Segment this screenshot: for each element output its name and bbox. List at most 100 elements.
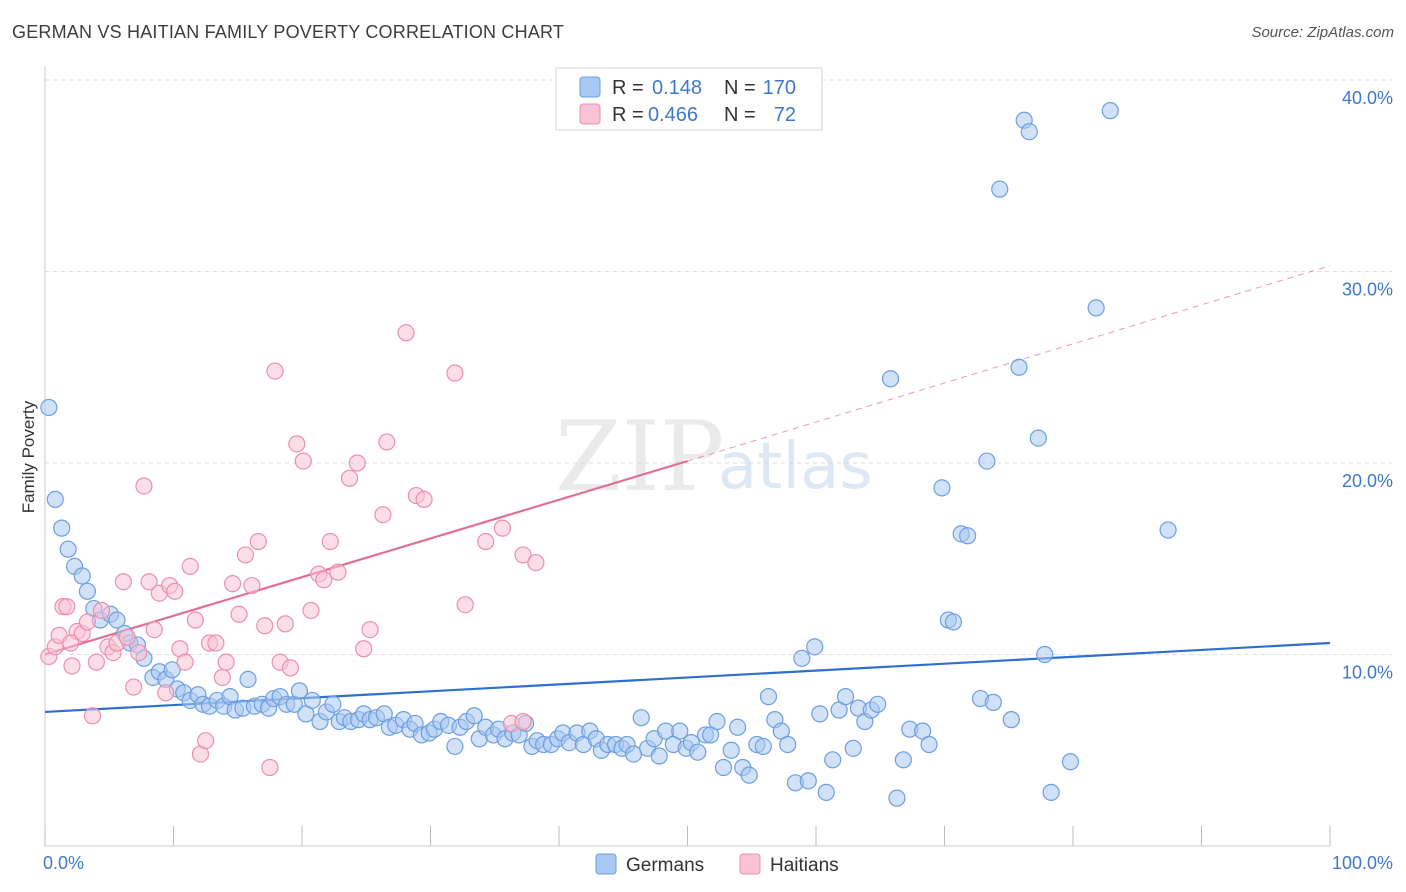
german-point-130 — [888, 789, 906, 807]
german-point-30 — [239, 670, 257, 688]
haitian-point-70 — [514, 712, 532, 731]
german-point-123 — [836, 688, 855, 706]
german-point-91 — [632, 709, 650, 727]
watermark-zip: ZIP — [555, 401, 724, 513]
german-point-18 — [163, 661, 181, 679]
german-point-121 — [824, 751, 842, 769]
german-point-3 — [59, 540, 77, 558]
legend-r-label-germans: R = — [612, 77, 644, 99]
bottom-legend-swatch-haitians — [739, 853, 761, 875]
haitian-point-40 — [249, 532, 267, 551]
german-point-137 — [944, 613, 963, 631]
legend-r-value-germans: 0.148 — [652, 77, 702, 99]
german-point-145 — [1010, 358, 1028, 376]
x-tick-label-1: 100.0% — [1332, 853, 1393, 873]
haitian-point-71 — [62, 634, 80, 652]
grid-lines — [45, 79, 1392, 655]
haitian-point-49 — [302, 601, 320, 620]
chart-title: GERMAN VS HAITIAN FAMILY POVERTY CORRELA… — [12, 22, 565, 42]
german-point-134 — [920, 735, 938, 754]
german-point-104 — [714, 758, 733, 777]
legend-n-label-germans: N = — [724, 77, 756, 99]
legend-n-value-haitians: 72 — [774, 104, 796, 126]
german-point-116 — [793, 649, 811, 667]
german-point-40 — [303, 691, 321, 710]
haitian-point-39 — [243, 576, 261, 595]
german-point-150 — [1042, 783, 1060, 801]
haitian-point-34 — [213, 668, 231, 687]
haitian-point-52 — [321, 532, 339, 551]
haitian-point-35 — [217, 653, 235, 671]
haitian-point-55 — [348, 454, 366, 472]
axes — [44, 66, 1331, 847]
haitian-point-36 — [224, 575, 242, 593]
tick-labels: 10.0% 20.0% 30.0% 40.0% 0.0% 100.0% — [43, 88, 1393, 873]
haitian-point-10 — [87, 653, 106, 671]
haitian-point-64 — [456, 596, 474, 614]
data-points — [40, 102, 1177, 807]
haitian-point-60 — [397, 324, 415, 342]
german-point-147 — [1020, 123, 1038, 141]
haitian-point-17 — [125, 678, 143, 696]
legend-r-label-haitians: R = — [612, 104, 644, 126]
haitian-point-16 — [118, 628, 136, 646]
haitian-point-29 — [186, 611, 204, 629]
haitian-point-62 — [415, 490, 433, 508]
german-point-114 — [779, 735, 797, 754]
german-point-131 — [894, 751, 912, 769]
y-tick-label-1: 20.0% — [1342, 471, 1393, 491]
german-point-2 — [53, 519, 71, 537]
haitian-point-43 — [266, 362, 284, 380]
german-point-5 — [73, 567, 91, 585]
haitian-point-66 — [493, 519, 512, 537]
haitian-point-47 — [288, 435, 306, 453]
german-point-100 — [689, 743, 707, 761]
german-point-135 — [933, 479, 951, 497]
haitian-point-56 — [355, 640, 373, 658]
haitian-point-63 — [446, 364, 464, 382]
bottom-legend-swatch-germans — [595, 853, 617, 875]
bottom-legend-germans: Germans — [626, 855, 704, 876]
haitian-point-58 — [378, 433, 396, 451]
german-point-141 — [978, 452, 996, 470]
german-point-151 — [1061, 753, 1080, 771]
haitian-point-4 — [58, 598, 76, 616]
legend-swatch-germans — [579, 76, 601, 98]
haitian-point-28 — [181, 557, 199, 576]
haitian-point-51 — [315, 571, 333, 589]
haitian-point-11 — [92, 601, 111, 620]
haitian-point-19 — [135, 477, 153, 495]
haitian-point-8 — [78, 613, 97, 631]
y-tick-label-2: 30.0% — [1342, 280, 1393, 300]
legend-n-value-germans: 170 — [763, 77, 796, 99]
german-point-38 — [290, 682, 309, 700]
haitian-point-27 — [176, 653, 194, 671]
german-point-117 — [799, 772, 817, 790]
german-point-143 — [991, 180, 1009, 198]
german-point-119 — [811, 705, 829, 723]
german-point-120 — [817, 783, 835, 801]
german-point-111 — [759, 688, 778, 706]
german-point-62 — [446, 737, 464, 756]
haitian-point-15 — [114, 573, 132, 591]
source-label: Source: ZipAtlas.com — [1251, 24, 1394, 41]
haitian-point-59 — [374, 506, 392, 524]
german-point-154 — [1159, 521, 1177, 539]
german-point-153 — [1101, 102, 1119, 120]
haitian-point-5 — [63, 657, 81, 675]
haitian-point-69 — [527, 553, 545, 572]
german-point-1 — [46, 490, 64, 508]
german-point-152 — [1087, 299, 1105, 317]
german-point-43 — [324, 695, 342, 713]
german-point-148 — [1029, 429, 1047, 447]
haitian-point-20 — [140, 573, 158, 591]
haitian-point-65 — [477, 532, 495, 551]
haitian-point-54 — [340, 469, 359, 487]
german-point-129 — [881, 370, 900, 388]
x-tick-label-0: 0.0% — [43, 853, 84, 873]
german-point-97 — [671, 722, 689, 740]
haitian-point-9 — [83, 707, 102, 725]
german-point-128 — [869, 695, 887, 713]
german-point-94 — [650, 747, 668, 765]
bottom-legend-haitians: Haitians — [770, 855, 839, 876]
